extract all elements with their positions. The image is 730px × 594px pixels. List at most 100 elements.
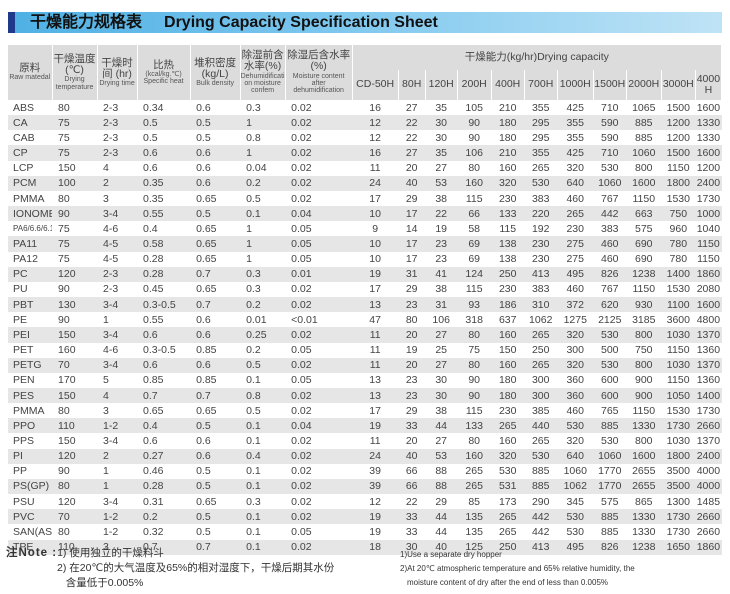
capacity-cell: 27 <box>435 328 448 341</box>
capacity-cell: 710 <box>600 101 619 114</box>
property-cell: 0.05 <box>291 253 312 266</box>
property-cell: 0.05 <box>291 344 312 357</box>
capacity-cell: 355 <box>566 131 584 144</box>
property-cell: 0.5 <box>246 359 261 372</box>
capacity-cell: 90 <box>468 374 481 387</box>
capacity-cell: 23 <box>405 298 418 311</box>
capacity-cell: 765 <box>600 404 619 417</box>
capacity-cell: 88 <box>435 465 448 478</box>
property-cell: 1-2 <box>103 525 119 538</box>
capacity-cell: 590 <box>600 131 619 144</box>
capacity-cell: 12 <box>369 495 381 508</box>
capacity-cell: 1530 <box>666 404 690 417</box>
property-cell: 110 <box>58 541 75 554</box>
capacity-cell: 960 <box>669 222 688 235</box>
property-cell: 0.5 <box>143 116 158 129</box>
capacity-cell: 383 <box>600 222 619 235</box>
title-bar: 干燥能力规格表 Drying Capacity Specification She… <box>8 12 722 33</box>
property-cell: 0.28 <box>143 253 164 266</box>
property-cell: 0.35 <box>143 177 164 190</box>
property-cell: 0.1 <box>246 374 261 387</box>
capacity-cell: 11 <box>369 162 381 175</box>
property-cell: 4-5 <box>103 253 119 266</box>
capacity-cell: 300 <box>566 344 584 357</box>
property-cell: 0.55 <box>143 207 164 220</box>
property-cell: 150 <box>58 435 76 448</box>
capacity-cell: 17 <box>405 207 418 220</box>
property-cell: 0.1 <box>246 480 261 493</box>
property-cell: 0.46 <box>143 465 164 478</box>
capacity-cell: 80 <box>405 313 418 326</box>
property-cell: 130 <box>58 298 76 311</box>
capacity-cell: 800 <box>635 328 653 341</box>
property-cell: 0.28 <box>143 480 164 493</box>
capacity-cell: 106 <box>432 313 450 326</box>
capacity-cell: 44 <box>435 419 448 432</box>
property-cell: 0.02 <box>291 465 312 478</box>
capacity-cell: 425 <box>566 147 584 160</box>
capacity-cell: 1600 <box>696 147 721 160</box>
capacity-cell: 4800 <box>696 313 721 326</box>
capacity-cell: 1800 <box>666 450 690 463</box>
property-cell: 3 <box>103 541 109 554</box>
capacity-cell: 27 <box>405 101 418 114</box>
property-cell: 0.05 <box>291 237 312 250</box>
capacity-cell: 80 <box>468 162 481 175</box>
capacity-cell: 1100 <box>666 298 690 311</box>
capacity-cell: 20 <box>405 328 418 341</box>
capacity-cell: 530 <box>566 419 584 432</box>
property-cell: 90 <box>58 313 70 326</box>
capacity-cell: 310 <box>531 298 550 311</box>
capacity-cell: 1330 <box>632 525 656 538</box>
property-cell: 0.02 <box>291 131 312 144</box>
property-cell: 0.5 <box>246 404 261 417</box>
property-cell: 0.7 <box>196 389 211 402</box>
capacity-cell: 750 <box>635 344 653 357</box>
capacity-cell: 19 <box>369 510 381 523</box>
table-row: PET 160 4-6 0.3-0.5 0.85 0.2 0.05 11 19 25 75 150 25… <box>8 343 722 358</box>
property-cell: 3-4 <box>103 435 119 448</box>
property-cell: 0.6 <box>143 435 158 448</box>
notes-en: 1)Use a separate dry hopper 2)At 20℃ atm… <box>400 548 725 590</box>
capacity-cell: 590 <box>600 116 619 129</box>
table-row: PPS 150 3-4 0.6 0.6 0.1 0.02 11 20 27 80 160 265 320 5… <box>8 433 722 448</box>
table-row: PU 90 2-3 0.45 0.65 0.3 0.02 17 29 38 115 230 383 460… <box>8 282 722 297</box>
capacity-cell: 22 <box>405 495 418 508</box>
capacity-cell: 750 <box>669 207 688 220</box>
capacity-cell: 11 <box>369 359 381 372</box>
capacity-cell: 210 <box>498 147 517 160</box>
capacity-cell: 1770 <box>598 480 622 493</box>
property-cell: 0.02 <box>291 495 312 508</box>
capacity-cell: 1060 <box>563 465 587 478</box>
capacity-cell: 1370 <box>696 435 721 448</box>
capacity-cell: 800 <box>635 435 653 448</box>
table-row: PPO 110 1-2 0.4 0.5 0.1 0.04 19 33 44 133 265 440 530… <box>8 418 722 434</box>
table-row: PSU 120 3-4 0.31 0.65 0.3 0.02 12 22 29 85 173 290 34… <box>8 494 722 509</box>
capacity-cell: 1062 <box>563 480 587 493</box>
header-drying-capacity: 干燥能力(kg/hr)Drying capacity <box>352 45 723 70</box>
capacity-cell: 24 <box>369 450 381 463</box>
capacity-cell: 295 <box>531 116 550 129</box>
capacity-cell: 1800 <box>666 177 690 190</box>
capacity-cell: 1150 <box>666 162 690 175</box>
capacity-cell: 220 <box>531 207 550 220</box>
property-cell: 75 <box>58 131 70 144</box>
capacity-cell: 11 <box>369 344 381 357</box>
capacity-cell: 530 <box>600 359 619 372</box>
capacity-cell: 80 <box>468 359 481 372</box>
header-model-2000h: 2000H <box>626 70 662 100</box>
property-cell: 170 <box>58 374 76 387</box>
capacity-cell: 19 <box>369 419 381 432</box>
property-cell: 1-2 <box>103 419 119 432</box>
note-en-2: 2)At 20℃ atmospheric temperature and 65%… <box>400 564 635 573</box>
capacity-cell: 575 <box>600 495 619 508</box>
capacity-cell: 38 <box>435 404 448 417</box>
material-cell: PCM <box>13 177 37 190</box>
capacity-cell: 22 <box>435 207 448 220</box>
table-row: CP 75 2-3 0.6 0.6 1 0.02 16 27 35 106 210 355 425 710 1… <box>8 145 722 161</box>
property-cell: 0.5 <box>196 525 211 538</box>
property-cell: 1 <box>246 222 252 235</box>
capacity-cell: 39 <box>369 480 381 493</box>
capacity-cell: 885 <box>635 131 653 144</box>
capacity-cell: 30 <box>405 541 418 554</box>
